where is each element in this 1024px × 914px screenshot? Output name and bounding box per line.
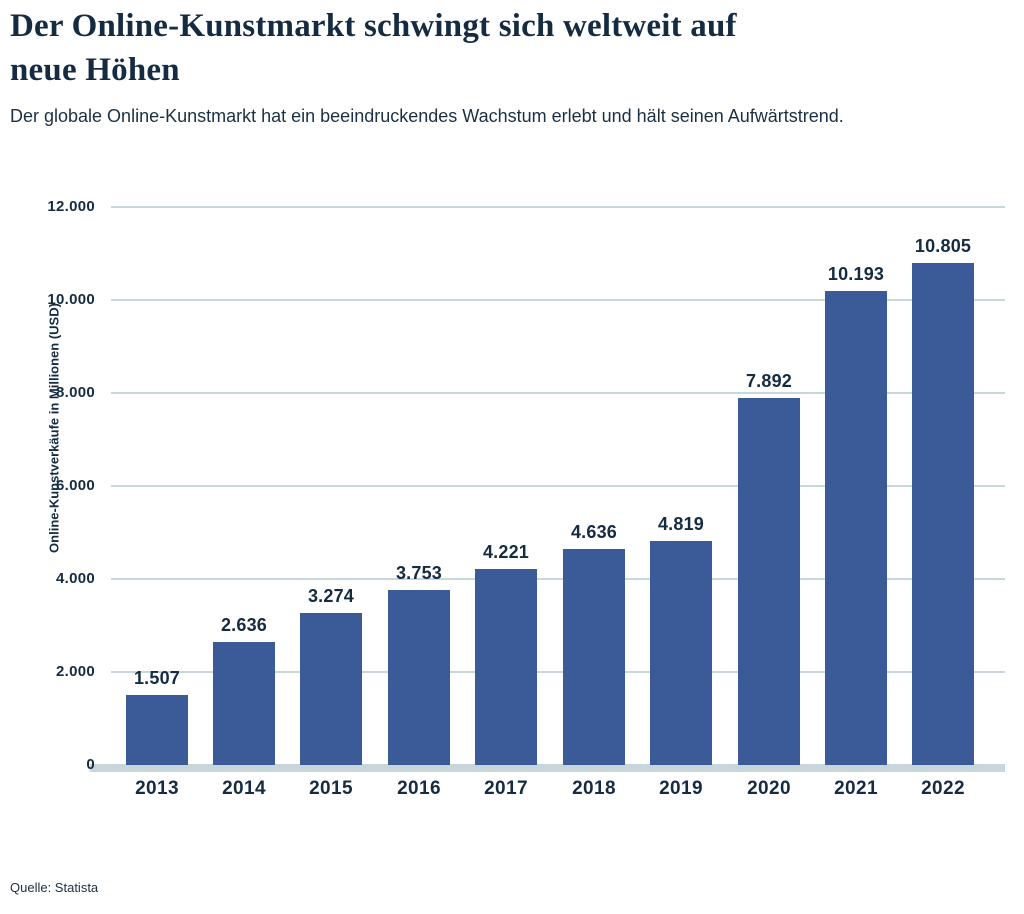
page-title-line-1: Der Online-Kunstmarkt schwingt sich welt…: [10, 8, 737, 44]
bar: [388, 590, 450, 765]
bar-value-label: 7.892: [745, 371, 793, 391]
gridline: [111, 299, 1005, 301]
x-tick-label: 2013: [135, 778, 179, 799]
y-tick-label: 8.000: [55, 384, 95, 401]
bar: [738, 398, 800, 765]
gridline: [111, 578, 1005, 580]
y-tick-label: 2.000: [55, 663, 95, 680]
x-tick-label: 2019: [659, 778, 703, 799]
page-title-line-2: neue Höhen: [10, 52, 180, 88]
x-tick-label: 2016: [397, 778, 441, 799]
x-tick-label: 2018: [572, 778, 616, 799]
bar: [650, 541, 712, 765]
bar: [563, 549, 625, 765]
gridline: [111, 392, 1005, 394]
y-axis-title: Online-Kunstverkäufe in Millionen (USD): [46, 303, 62, 553]
page-subtitle: Der globale Online-Kunstmarkt hat ein be…: [10, 106, 844, 126]
y-tick-label: 12.000: [47, 198, 95, 215]
x-tick-label: 2017: [484, 778, 528, 799]
bar: [300, 613, 362, 765]
bar: [912, 263, 974, 765]
bar: [475, 569, 537, 765]
page-title: Der Online-Kunstmarkt schwingt sich welt…: [10, 4, 1014, 92]
bar: [126, 695, 188, 765]
x-axis-baseline: [90, 764, 1005, 772]
x-tick-label: 2014: [222, 778, 266, 799]
bar-value-label: 3.274: [307, 586, 355, 606]
bar-value-label: 1.507: [133, 668, 181, 688]
bar-value-label: 10.805: [914, 236, 972, 256]
y-tick-label: 10.000: [47, 291, 95, 308]
bar: [213, 642, 275, 765]
gridline: [111, 671, 1005, 673]
x-tick-label: 2015: [309, 778, 353, 799]
y-tick-label: 0: [86, 756, 95, 773]
gridline: [111, 206, 1005, 208]
gridline: [111, 485, 1005, 487]
bar-value-label: 4.221: [482, 542, 530, 562]
bar-value-label: 2.636: [220, 615, 268, 635]
bar-value-label: 3.753: [395, 563, 443, 583]
bar-value-label: 4.636: [570, 522, 618, 542]
bar-value-label: 10.193: [827, 264, 885, 284]
source-note: Quelle: Statista: [10, 880, 99, 895]
x-tick-label: 2020: [747, 778, 791, 799]
y-tick-label: 4.000: [55, 570, 95, 587]
x-tick-label: 2022: [921, 778, 965, 799]
header: Der Online-Kunstmarkt schwingt sich welt…: [10, 4, 1014, 128]
x-tick-label: 2021: [834, 778, 878, 799]
bar: [825, 291, 887, 765]
bar-value-label: 4.819: [657, 514, 705, 534]
y-tick-label: 6.000: [55, 477, 95, 494]
